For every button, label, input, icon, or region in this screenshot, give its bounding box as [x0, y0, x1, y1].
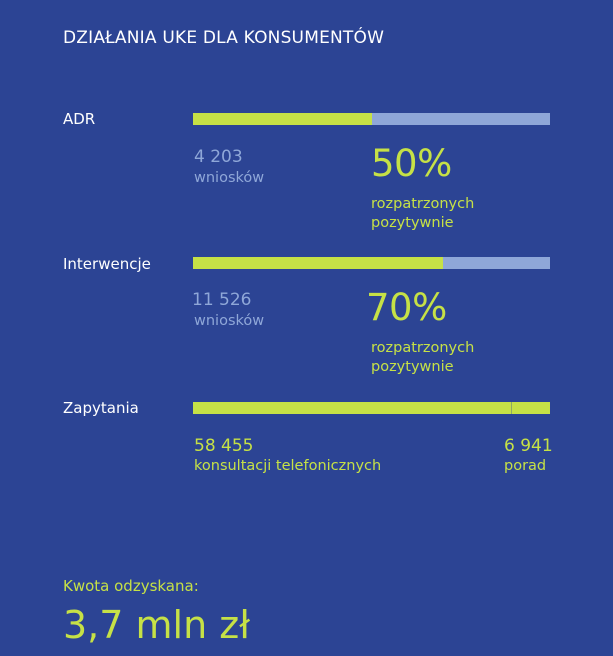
- interwencje-count-unit: wniosków: [194, 313, 265, 329]
- bar-adr-remainder: [371, 113, 550, 125]
- bar-zapytania: [193, 402, 550, 414]
- interwencje-desc-line2: pozytywnie: [371, 359, 454, 375]
- zapytania-advice-count: 6 941: [504, 436, 553, 456]
- chart-title: DZIAŁANIA UKE DLA KONSUMENTÓW: [63, 28, 385, 48]
- bar-zapytania-advice: [512, 402, 550, 414]
- bar-interwencje-positive: [193, 257, 443, 269]
- adr-desc-line1: rozpatrzonych: [371, 196, 475, 212]
- recovered-value: 3,7 mln zł: [63, 603, 250, 647]
- interwencje-desc-line1: rozpatrzonych: [371, 340, 475, 356]
- adr-count-unit: wniosków: [194, 170, 265, 186]
- bar-adr-positive: [193, 113, 372, 125]
- recovered-label: Kwota odzyskana:: [63, 577, 199, 595]
- zapytania-phone-count: 58 455: [194, 436, 254, 456]
- adr-desc-line2: pozytywnie: [371, 215, 454, 231]
- interwencje-positive-pct: 70%: [366, 286, 447, 329]
- zapytania-advice-unit: porad: [504, 458, 547, 474]
- row-label-adr: ADR: [63, 110, 96, 128]
- interwencje-count: 11 526: [192, 290, 252, 310]
- bar-interwencje-remainder: [442, 257, 550, 269]
- row-label-interwencje: Interwencje: [63, 255, 151, 273]
- zapytania-phone-unit: konsultacji telefonicznych: [194, 458, 382, 474]
- bar-adr: [193, 113, 550, 125]
- adr-positive-pct: 50%: [371, 142, 452, 185]
- row-label-zapytania: Zapytania: [63, 399, 139, 417]
- adr-count: 4 203: [194, 147, 243, 167]
- bar-zapytania-phone: [193, 402, 513, 414]
- bar-interwencje: [193, 257, 550, 269]
